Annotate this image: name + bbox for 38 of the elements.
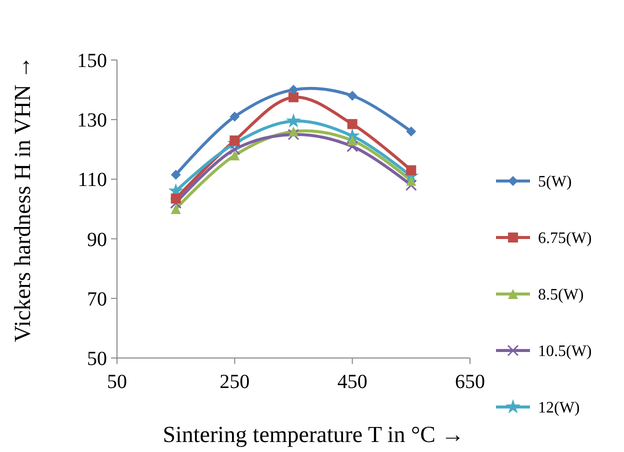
point bbox=[347, 90, 358, 101]
point bbox=[288, 92, 298, 102]
point bbox=[288, 128, 300, 140]
legend-label: 10.5(W) bbox=[538, 343, 592, 360]
point bbox=[170, 197, 182, 209]
x-tick-label: 450 bbox=[337, 371, 368, 393]
point bbox=[405, 179, 417, 191]
y-tick-label: 150 bbox=[77, 50, 107, 72]
legend-label: 12(W) bbox=[538, 400, 580, 417]
point bbox=[230, 150, 240, 160]
point bbox=[170, 204, 181, 214]
point bbox=[230, 112, 240, 122]
point bbox=[406, 126, 416, 137]
x-tick-label: 650 bbox=[455, 371, 485, 393]
point bbox=[406, 165, 416, 176]
y-tick-label: 50 bbox=[87, 348, 107, 370]
point bbox=[346, 140, 358, 152]
legend-label: 5(W) bbox=[538, 174, 572, 191]
y-tick-label: 70 bbox=[87, 288, 107, 310]
x-axis-title: Sintering temperature T in °C → bbox=[162, 422, 464, 447]
point bbox=[288, 84, 298, 95]
point bbox=[406, 176, 416, 186]
y-tick-label: 130 bbox=[77, 110, 107, 132]
point bbox=[288, 126, 298, 137]
y-axis-title: Vickers hardness H in VHN → bbox=[10, 56, 35, 342]
y-tick-label: 90 bbox=[87, 228, 107, 251]
point bbox=[228, 144, 240, 156]
y-tick-label: 110 bbox=[78, 169, 107, 192]
x-tick-label: 250 bbox=[220, 371, 250, 393]
point bbox=[286, 113, 302, 128]
point bbox=[347, 119, 358, 130]
point bbox=[170, 170, 181, 180]
legend-label: 8.5(W) bbox=[538, 286, 584, 304]
legend-label: 6.75(W) bbox=[538, 230, 592, 248]
x-tick-label: 50 bbox=[107, 371, 127, 393]
point bbox=[347, 135, 358, 146]
point bbox=[230, 135, 240, 146]
point bbox=[170, 194, 181, 204]
